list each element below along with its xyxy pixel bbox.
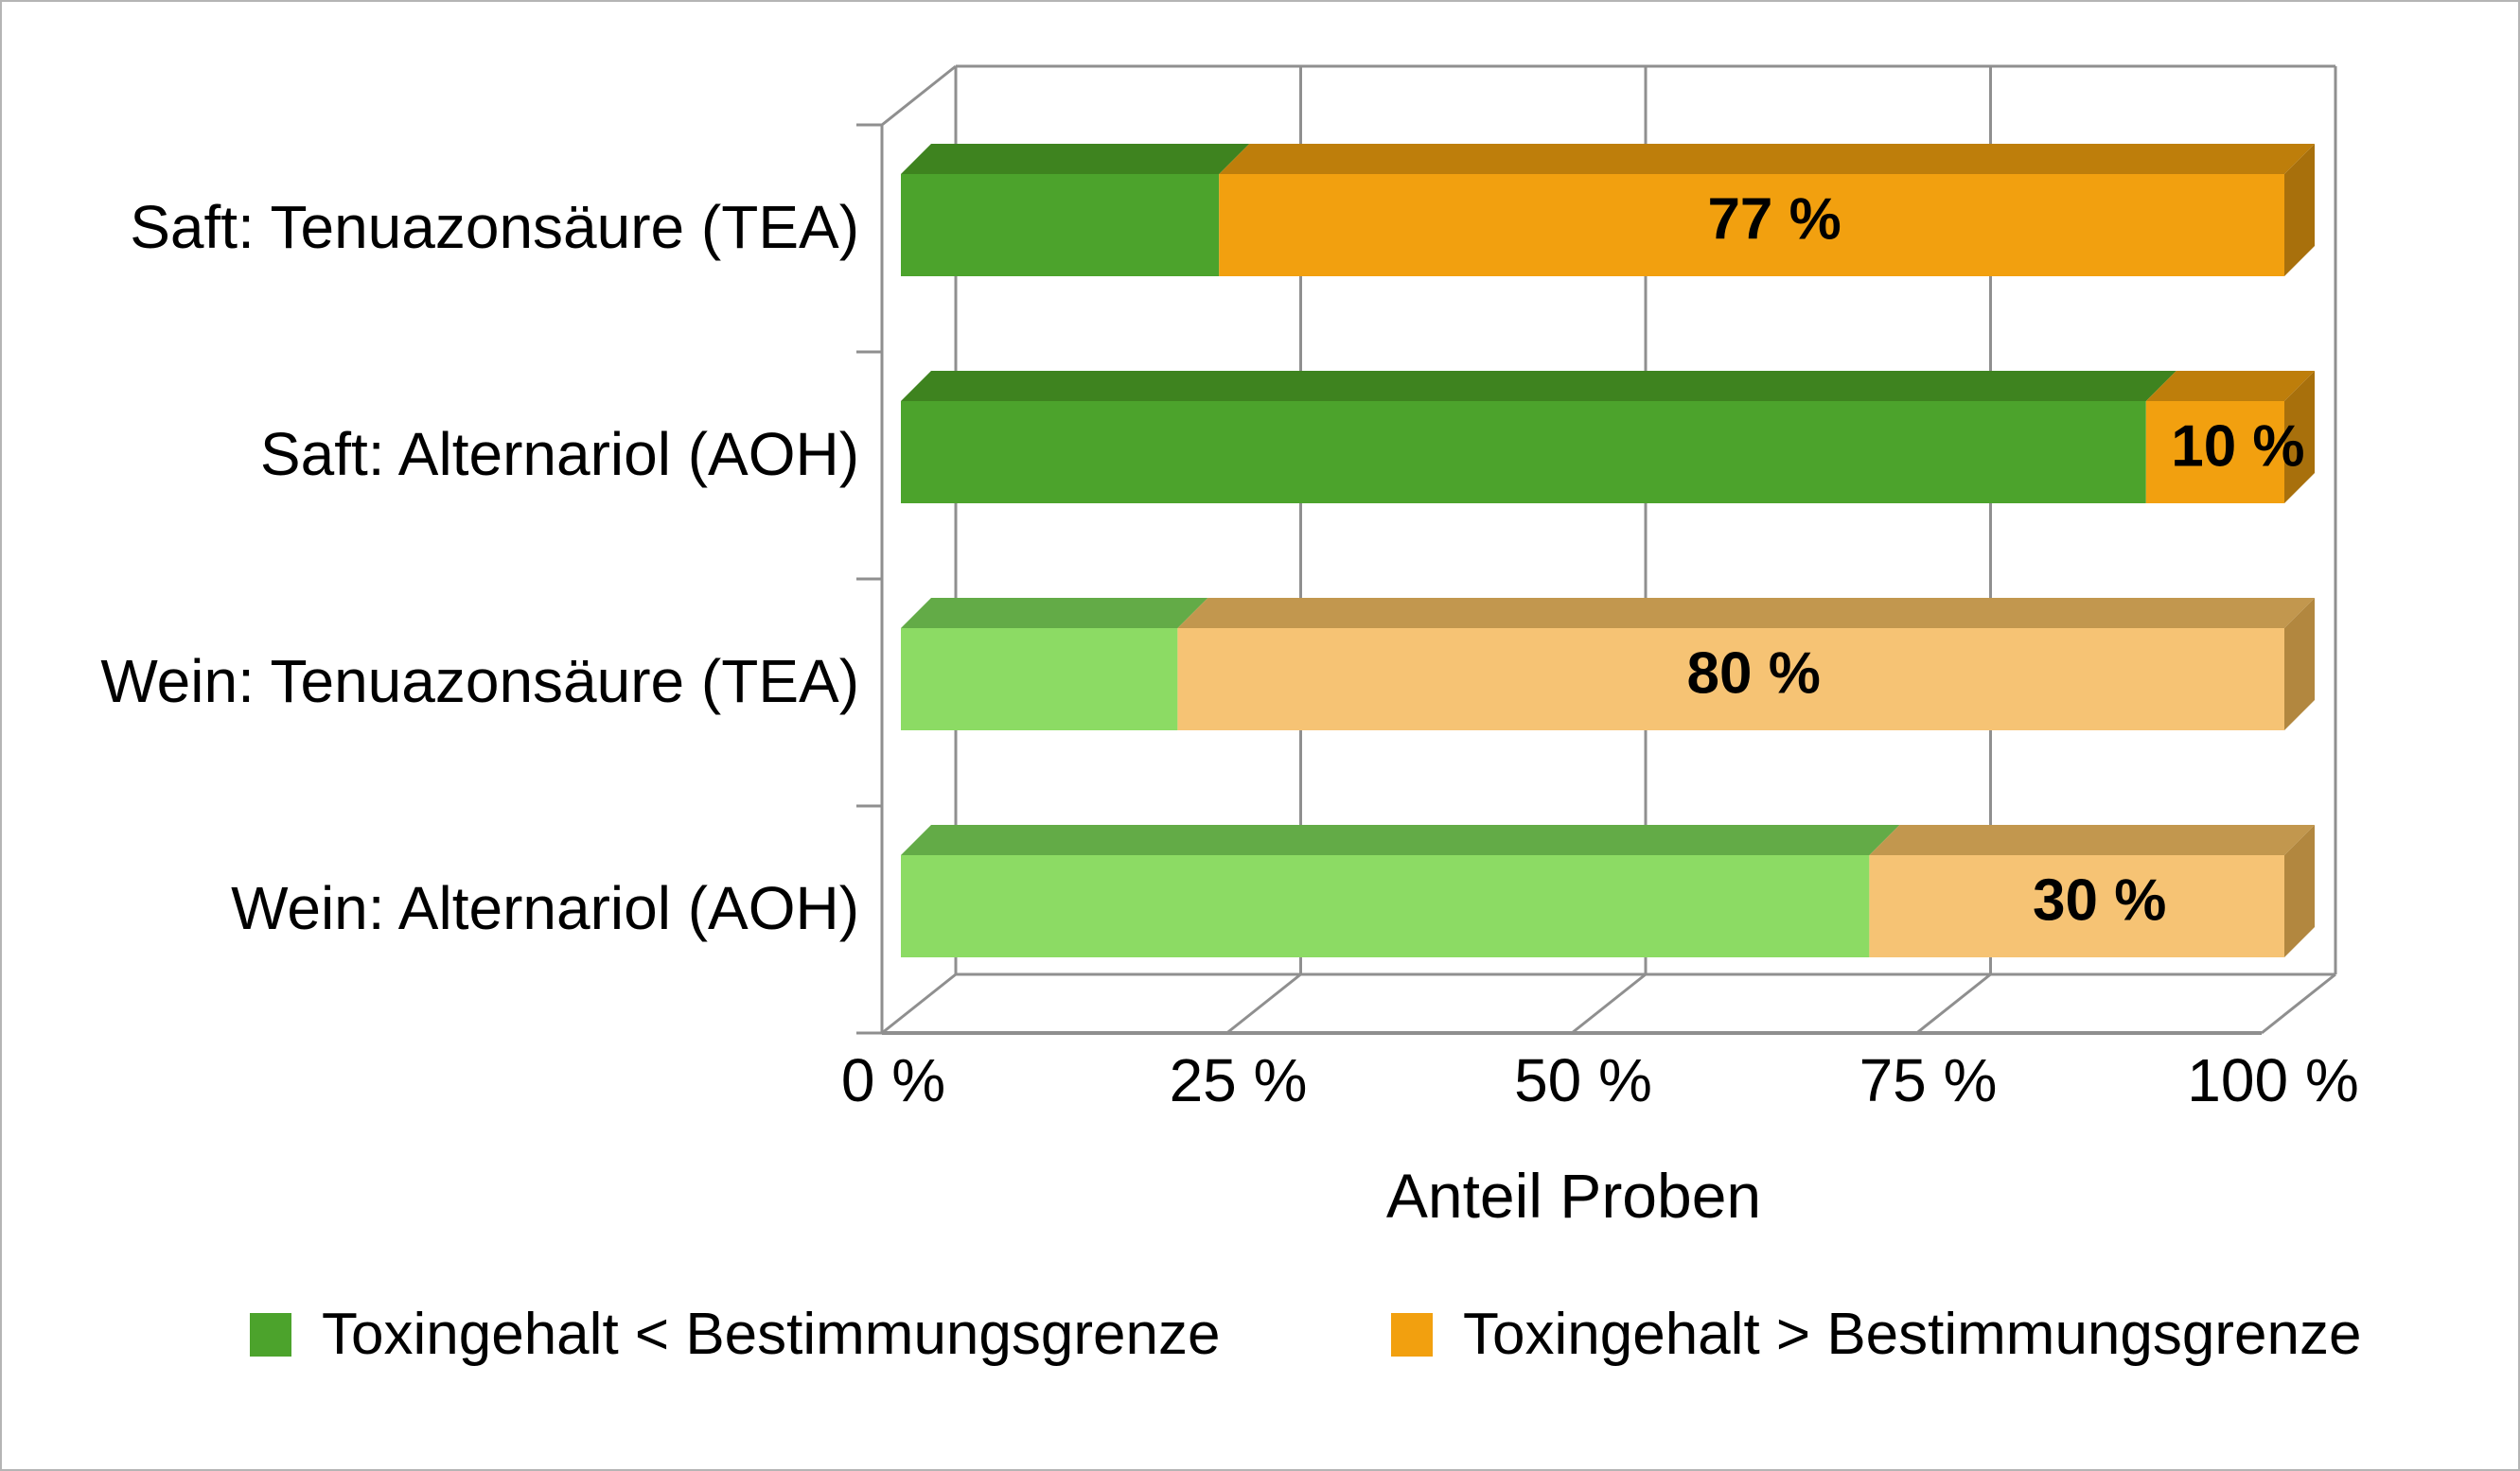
axis-depth-diagonal-75 bbox=[1915, 972, 1992, 1035]
x-tick-label-4: 100 % bbox=[2187, 1046, 2358, 1114]
category-label-row1: Saft: Alternariol (AOH) bbox=[260, 420, 859, 488]
legend-item-below-limit: Toxingehalt < Bestimmungsgrenze bbox=[250, 1302, 1221, 1367]
bar-end-cap-row3 bbox=[2284, 825, 2315, 957]
bar-segment-below-limit-row2 bbox=[901, 628, 1178, 730]
bar-segment-above-limit-top-row3 bbox=[1869, 825, 2315, 855]
bar-value-label-row2: 80 % bbox=[1687, 641, 1821, 707]
bar-segment-below-limit-top-row0 bbox=[901, 144, 1250, 174]
bar-segment-below-limit-top-row3 bbox=[901, 825, 1900, 855]
bar-value-label-row1: 10 % bbox=[2171, 414, 2304, 480]
chart-legend: Toxingehalt < Bestimmungsgrenze Toxingeh… bbox=[2, 1302, 2518, 1367]
category-label-row2: Wein: Tenuazonsäure (TEA) bbox=[100, 647, 859, 715]
x-axis-title: Anteil Proben bbox=[1386, 1161, 1761, 1231]
x-tick-label-3: 75 % bbox=[1859, 1046, 1998, 1114]
axis-depth-diagonal-0 bbox=[881, 972, 957, 1035]
bar-segment-above-limit-top-row0 bbox=[1219, 144, 2315, 174]
bar-segment-above-limit-top-row1 bbox=[2145, 371, 2315, 401]
axis-depth-diagonal-100 bbox=[2261, 972, 2336, 1035]
legend-label-below-limit: Toxingehalt < Bestimmungsgrenze bbox=[322, 1302, 1221, 1367]
bar-value-label-row0: 77 % bbox=[1707, 187, 1841, 253]
axis-depth-diagonal-25 bbox=[1225, 972, 1302, 1035]
legend-swatch-green bbox=[250, 1313, 291, 1357]
bar-segment-above-limit-row0 bbox=[1219, 174, 2284, 276]
bar-segment-below-limit-row3 bbox=[901, 855, 1870, 957]
bar-segment-above-limit-row1 bbox=[2145, 401, 2284, 503]
bar-end-cap-row1 bbox=[2284, 371, 2315, 503]
axis-depth-diagonal-50 bbox=[1571, 972, 1647, 1035]
x-tick-label-0: 0 % bbox=[841, 1046, 945, 1114]
x-tick-label-2: 50 % bbox=[1514, 1046, 1652, 1114]
bar-segment-below-limit-top-row2 bbox=[901, 598, 1208, 628]
bar-value-label-row3: 30 % bbox=[2033, 868, 2166, 934]
bar-segment-below-limit-row1 bbox=[901, 401, 2146, 503]
legend-item-above-limit: Toxingehalt > Bestimmungsgrenze bbox=[1391, 1302, 2362, 1367]
x-tick-label-1: 25 % bbox=[1170, 1046, 1308, 1114]
bar-segment-above-limit-row2 bbox=[1177, 628, 2284, 730]
bar-end-cap-row2 bbox=[2284, 598, 2315, 730]
bar-segment-above-limit-row3 bbox=[1869, 855, 2284, 957]
category-label-row3: Wein: Alternariol (AOH) bbox=[231, 874, 859, 942]
bar-segment-below-limit-top-row1 bbox=[901, 371, 2176, 401]
bar-end-cap-row0 bbox=[2284, 144, 2315, 276]
bar-segment-below-limit-row0 bbox=[901, 174, 1220, 276]
bar-segment-above-limit-top-row2 bbox=[1177, 598, 2315, 628]
axis-depth-diagonal-top-left bbox=[881, 64, 957, 127]
legend-label-above-limit: Toxingehalt > Bestimmungsgrenze bbox=[1463, 1302, 2362, 1367]
legend-swatch-orange bbox=[1391, 1313, 1433, 1357]
category-label-row0: Saft: Tenuazonsäure (TEA) bbox=[130, 193, 859, 261]
